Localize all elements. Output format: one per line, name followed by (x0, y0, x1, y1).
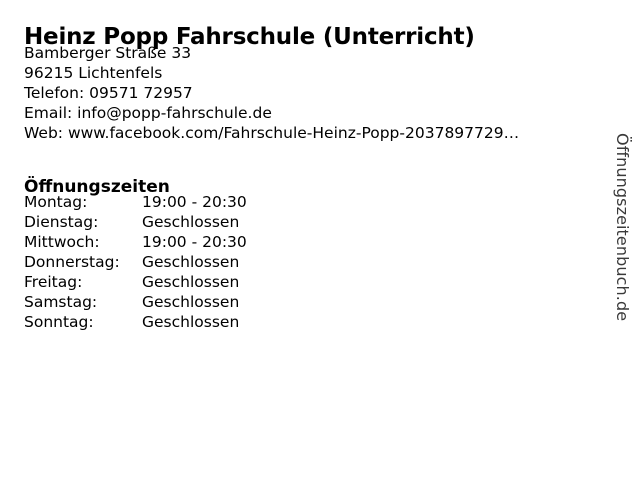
watermark-label: Öffnungszeitenbuch.de (613, 133, 632, 322)
table-row: Dienstag: Geschlossen (24, 212, 247, 232)
table-row: Sonntag: Geschlossen (24, 312, 247, 332)
phone-line: Telefon: 09571 72957 (24, 84, 193, 102)
website-line: Web: www.facebook.com/Fahrschule-Heinz-P… (24, 124, 520, 142)
hours-day-label: Donnerstag: (24, 253, 120, 271)
table-row: Montag: 19:00 - 20:30 (24, 192, 247, 212)
hours-day-value: 19:00 - 20:30 (142, 233, 247, 251)
email-line: Email: info@popp-fahrschule.de (24, 104, 272, 122)
hours-day-value: Geschlossen (142, 273, 240, 291)
table-row: Samstag: Geschlossen (24, 292, 247, 312)
address-street: Bamberger Straße 33 (24, 44, 192, 62)
address-city: 96215 Lichtenfels (24, 64, 163, 82)
hours-day-label: Dienstag: (24, 213, 99, 231)
hours-day-value: Geschlossen (142, 293, 240, 311)
hours-day-label: Mittwoch: (24, 233, 100, 251)
hours-day-value: Geschlossen (142, 313, 240, 331)
hours-day-label: Montag: (24, 193, 88, 211)
page-title: Heinz Popp Fahrschule (Unterricht) (24, 24, 475, 51)
table-row: Donnerstag: Geschlossen (24, 252, 247, 272)
hours-day-label: Sonntag: (24, 313, 94, 331)
hours-day-label: Samstag: (24, 293, 98, 311)
opening-hours-table: Montag: 19:00 - 20:30 Dienstag: Geschlos… (24, 192, 247, 332)
table-row: Mittwoch: 19:00 - 20:30 (24, 232, 247, 252)
hours-day-value: 19:00 - 20:30 (142, 193, 247, 211)
hours-day-value: Geschlossen (142, 213, 240, 231)
opening-hours-heading: Öffnungszeiten (24, 177, 170, 198)
contact-block: Bamberger Straße 33 96215 Lichtenfels Te… (24, 43, 519, 143)
table-row: Freitag: Geschlossen (24, 272, 247, 292)
hours-day-value: Geschlossen (142, 253, 240, 271)
hours-day-label: Freitag: (24, 273, 83, 291)
